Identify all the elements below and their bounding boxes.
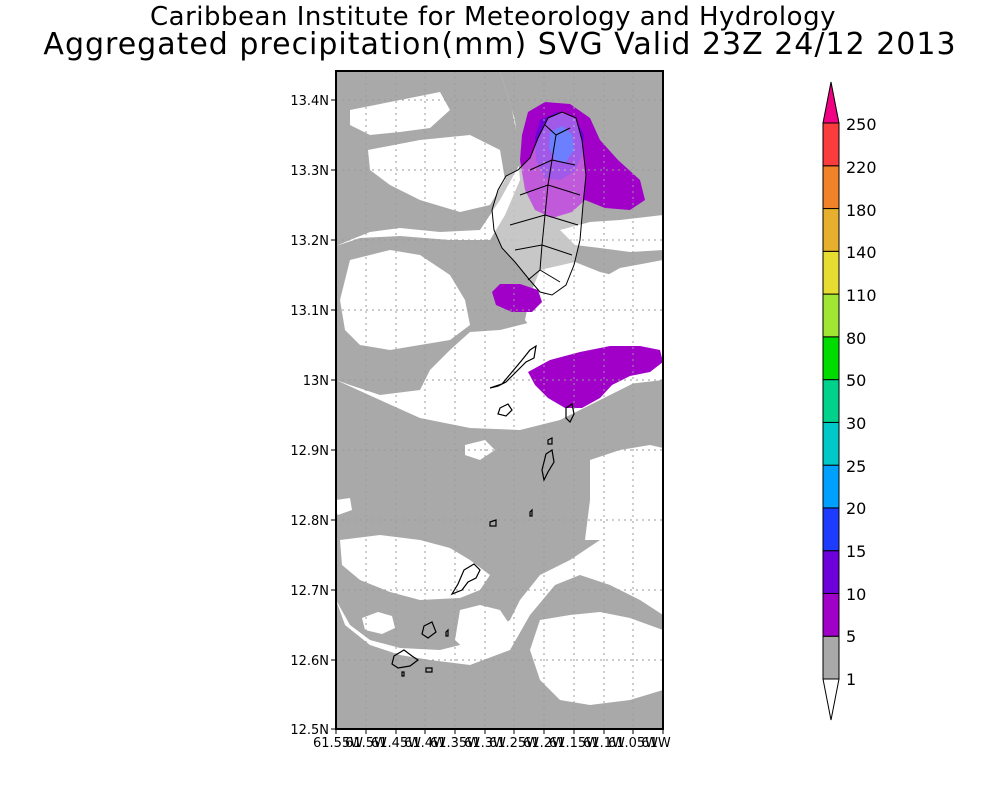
map-panel — [336, 71, 663, 729]
colorbar-label: 20 — [846, 499, 866, 518]
lat-label: 12.9N — [290, 444, 329, 459]
colorbar-labels: 1 5 10 15 20 25 30 50 80 110 140 180 220… — [846, 115, 877, 689]
st-vincent-island — [491, 111, 587, 296]
colorbar-label: 5 — [846, 627, 856, 646]
lon-label: 61.5W — [345, 736, 387, 751]
lon-label: 61W — [641, 736, 671, 751]
colorbar-label: 140 — [846, 243, 877, 262]
lat-label: 13N — [303, 374, 329, 389]
colorbar-label: 1 — [846, 670, 856, 689]
lon-label: 61.3W — [464, 736, 506, 751]
colorbar-swatch — [822, 550, 840, 594]
colorbar-swatch — [822, 421, 840, 466]
colorbar-bottom-arrow — [822, 678, 840, 721]
colorbar-swatch — [822, 464, 840, 509]
lat-label: 13.4N — [290, 94, 329, 109]
institute-title: Caribbean Institute for Meteorology and … — [150, 2, 836, 32]
colorbar-label: 180 — [846, 201, 877, 220]
latitude-axis: 13.4N 13.3N 13.2N 13.1N 13N 12.9N 12.8N … — [290, 94, 336, 738]
lat-label: 12.7N — [290, 584, 329, 599]
longitude-axis: 61.55W 61.5W 61.45W 61.4W 61.35W 61.3W 6… — [313, 729, 671, 751]
lat-label: 13.2N — [290, 234, 329, 249]
lon-label: 61.2W — [523, 736, 565, 751]
colorbar-label: 110 — [846, 286, 877, 305]
colorbar-label: 30 — [846, 414, 866, 433]
colorbar-swatch — [822, 592, 840, 637]
colorbar-swatch — [822, 208, 840, 252]
lon-label: 61.15W — [549, 736, 599, 751]
colorbar-label: 220 — [846, 158, 877, 177]
rain-15-20mm-area — [549, 126, 574, 162]
grenadines-islands — [391, 344, 575, 677]
colorbar-swatch — [822, 379, 840, 423]
lon-label: 61.4W — [404, 736, 446, 751]
colorbar-swatch — [822, 165, 840, 210]
colorbar-top-arrow — [822, 81, 840, 124]
lat-label: 13.1N — [290, 304, 329, 319]
colorbar-label: 80 — [846, 329, 866, 348]
map-frame — [335, 70, 664, 730]
lat-label: 12.5N — [290, 723, 329, 738]
lon-label: 61.25W — [489, 736, 539, 751]
colorbar-label: 50 — [846, 371, 866, 390]
colorbar-swatch — [822, 635, 840, 680]
lat-label: 12.6N — [290, 654, 329, 669]
colorbar-label: 15 — [846, 542, 866, 561]
colorbar-swatch — [822, 122, 840, 167]
map-title: Aggregated precipitation(mm) SVG Valid 2… — [43, 27, 957, 62]
colorbar-label: 25 — [846, 457, 866, 476]
graticule — [336, 71, 663, 729]
lat-label: 13.3N — [290, 164, 329, 179]
colorbar-swatch — [822, 250, 840, 295]
colorbar-swatch — [822, 293, 840, 338]
colorbar-label: 250 — [846, 115, 877, 134]
lon-label: 61.05W — [608, 736, 658, 751]
lon-label: 61.55W — [313, 736, 363, 751]
lat-label: 12.8N — [290, 514, 329, 529]
colorbar-label: 10 — [846, 585, 866, 604]
lon-label: 61.45W — [371, 736, 421, 751]
lon-label: 61.35W — [430, 736, 480, 751]
colorbar-swatch — [822, 507, 840, 552]
lon-label: 61.1W — [583, 736, 625, 751]
colorbar-legend — [822, 81, 840, 721]
colorbar-swatch — [822, 336, 840, 381]
